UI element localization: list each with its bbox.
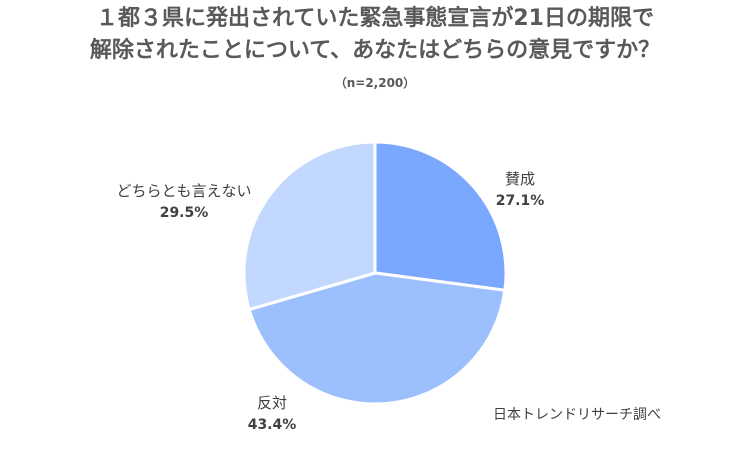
slice-name-agree: 賛成 xyxy=(504,170,535,188)
chart-subtitle: （n=2,200） xyxy=(334,76,416,90)
slice-agree xyxy=(373,140,508,292)
source-note: 日本トレンドリサーチ調べ xyxy=(493,407,661,423)
chart-title-line-1: １都３県に発出されていた緊急事態宣言が21日の期限で xyxy=(96,6,654,31)
slice-label-agree: 賛成 27.1% xyxy=(488,168,552,212)
slice-label-neutral: どちらとも言えない 29.5% xyxy=(96,180,272,224)
slice-name-neutral: どちらとも言えない xyxy=(116,182,252,200)
slice-oppose xyxy=(247,271,507,406)
slice-value-oppose: 43.4% xyxy=(247,417,297,433)
slice-label-oppose: 反対 43.4% xyxy=(240,392,304,436)
slice-value-agree: 27.1% xyxy=(495,193,545,209)
slice-name-oppose: 反対 xyxy=(256,394,287,412)
slice-neutral xyxy=(242,140,377,312)
slice-value-neutral: 29.5% xyxy=(159,205,209,221)
chart-title-line-2: 解除されたことについて、あなたはどちらの意見ですか？ xyxy=(89,38,661,63)
